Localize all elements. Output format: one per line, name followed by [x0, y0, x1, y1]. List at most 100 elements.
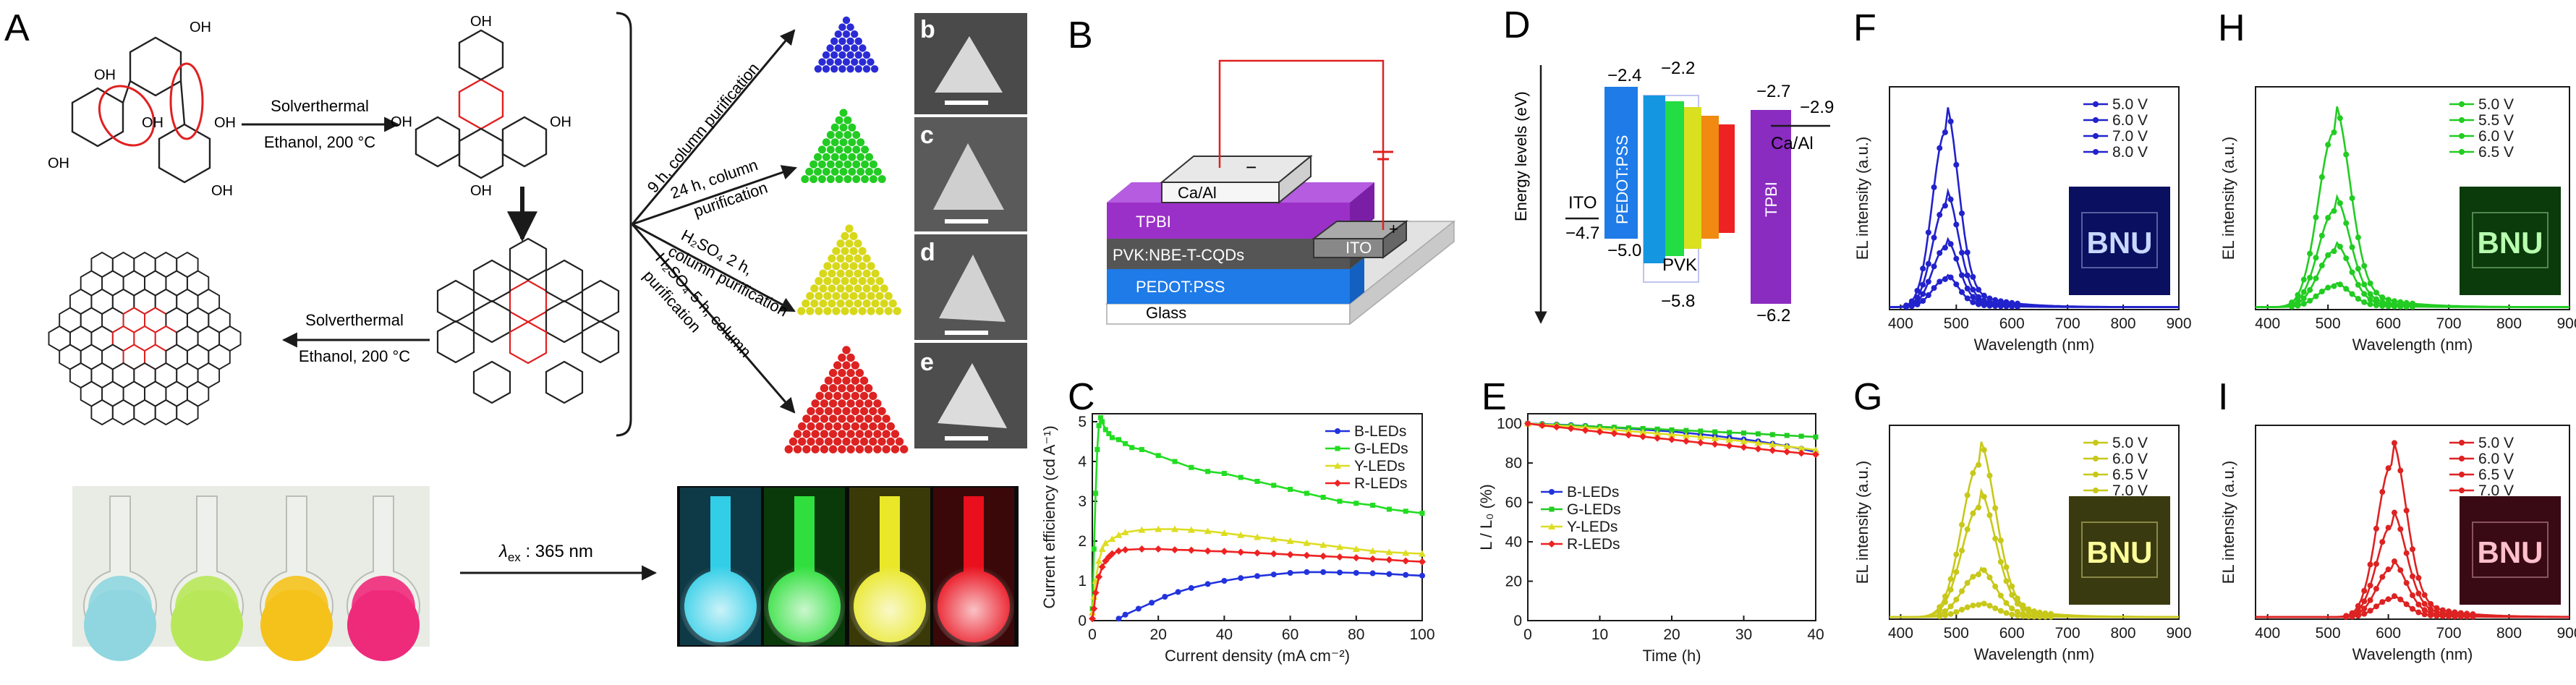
triangle-dot [834, 44, 843, 52]
panel-b: B Glass PEDOT:PSS PVK:NBE-T-CQDs TPBI Ca… [1068, 14, 1456, 326]
spectrum-point [1981, 567, 1987, 574]
triangle-dot [848, 138, 856, 147]
series-point [1171, 525, 1178, 532]
series-point [1419, 550, 1426, 557]
triangle-dots-yellow [797, 224, 901, 315]
triangle-dot [884, 292, 893, 300]
pedot-bottom-value: −5.0 [1607, 241, 1641, 260]
triangle-dot [815, 391, 824, 400]
series-point [1625, 427, 1633, 434]
spectrum-point [1970, 510, 1976, 516]
panel-label-i: I [2218, 376, 2228, 418]
triangle-dot [819, 299, 828, 308]
y-axis-label: Current efficiency (cd A⁻¹) [1040, 425, 1058, 608]
spectrum-point [1937, 212, 1943, 218]
spectrum-point [2421, 592, 2428, 598]
legend-entry-6.0 V: 6.0 V [2478, 128, 2514, 145]
triangle-dot [832, 307, 841, 315]
legend-marker [2459, 472, 2465, 477]
triangle-dot [833, 407, 842, 416]
series-point [1090, 605, 1098, 613]
spectrum-point [1992, 303, 1999, 310]
triangle-dot [882, 430, 890, 438]
tpbi-bar-label: TPBI [1762, 182, 1780, 217]
legend-marker [2459, 117, 2465, 123]
triangle-dot [838, 368, 846, 378]
series-point [1740, 443, 1748, 451]
series-point [1581, 426, 1589, 434]
spectrum-point [2373, 525, 2379, 532]
spectrum-point [2313, 214, 2319, 221]
triangle-dot [852, 160, 861, 169]
triangle-dot [849, 247, 858, 255]
spectrum-point [2446, 613, 2452, 620]
triangle-dot [841, 276, 849, 286]
triangle-dot [845, 254, 854, 263]
triangle-dot [822, 167, 830, 176]
triangle-dot [836, 299, 845, 308]
spectrum-point [2331, 248, 2337, 255]
triangle-dot [849, 276, 858, 286]
plot-frame [2255, 425, 2570, 620]
triangle-dot [823, 292, 832, 300]
series-point [1270, 535, 1278, 543]
spectrum-point [2367, 561, 2373, 568]
spectrum-point [2397, 467, 2404, 474]
triangle-dot [828, 368, 838, 378]
inset-photo [2460, 187, 2561, 295]
legend-entry-6.5 V: 6.5 V [2478, 144, 2514, 161]
spectrum-point [1976, 301, 1982, 307]
legend-marker [2093, 488, 2099, 493]
spectrum-point [2337, 115, 2343, 122]
legend-entry-R-LEDs: R-LEDs [1567, 536, 1620, 553]
circuit-wire [1218, 59, 1385, 230]
triangle-dot [846, 65, 854, 73]
spectrum-point [2421, 607, 2428, 613]
triangle-dot [784, 445, 794, 454]
spectrum-point [1908, 303, 1915, 310]
triangle-dot [797, 307, 806, 315]
y-tick-label: 40 [1505, 534, 1522, 550]
layer-caal-label: Ca/Al [1178, 184, 1217, 202]
series-point [1270, 550, 1278, 558]
series-point [1640, 425, 1646, 431]
series-point [1352, 554, 1360, 562]
x-tick-label: 400 [1888, 625, 1913, 642]
triangle-dot [858, 307, 867, 315]
legend-entry-5.0 V: 5.0 V [2112, 435, 2148, 451]
series-point [1610, 430, 1618, 438]
x-axis-label: Wavelength (nm) [1974, 336, 2095, 354]
triangle-dot [836, 284, 845, 293]
series-point [1149, 600, 1155, 606]
triangle-dot [845, 239, 854, 248]
triangle-dot [873, 414, 882, 423]
spectrum-point [2003, 578, 2010, 584]
triangle-dot [839, 153, 848, 161]
spectrum-point [2361, 299, 2368, 305]
spectrum-point [2343, 220, 2350, 226]
series-point [1784, 433, 1790, 438]
triangle-dot [801, 175, 809, 184]
legend-entry-B-LEDs: B-LEDs [1567, 484, 1619, 501]
spectrum-point [2367, 582, 2373, 589]
triangle-dot [843, 175, 852, 184]
triangle-dot [862, 254, 871, 263]
triangle-dot [864, 399, 873, 408]
triangle-dot [802, 299, 810, 308]
triangle-dot [848, 167, 856, 176]
spectrum-point [2355, 281, 2361, 288]
x-tick-label: 900 [2166, 315, 2191, 332]
triangle-dot [830, 65, 838, 73]
triangle-dot [830, 123, 839, 132]
triangle-dot [851, 407, 860, 416]
spectrum-point [2373, 289, 2379, 296]
series-point [1654, 434, 1662, 442]
series-point [1287, 570, 1293, 576]
triangle-dot [817, 175, 826, 184]
series-point [1093, 490, 1099, 496]
triangle-dot [807, 407, 815, 416]
x-tick-label: 900 [2556, 625, 2576, 642]
triangle-dot [826, 44, 834, 52]
triangle-dot [859, 407, 869, 416]
spectrum-point [2343, 255, 2350, 262]
